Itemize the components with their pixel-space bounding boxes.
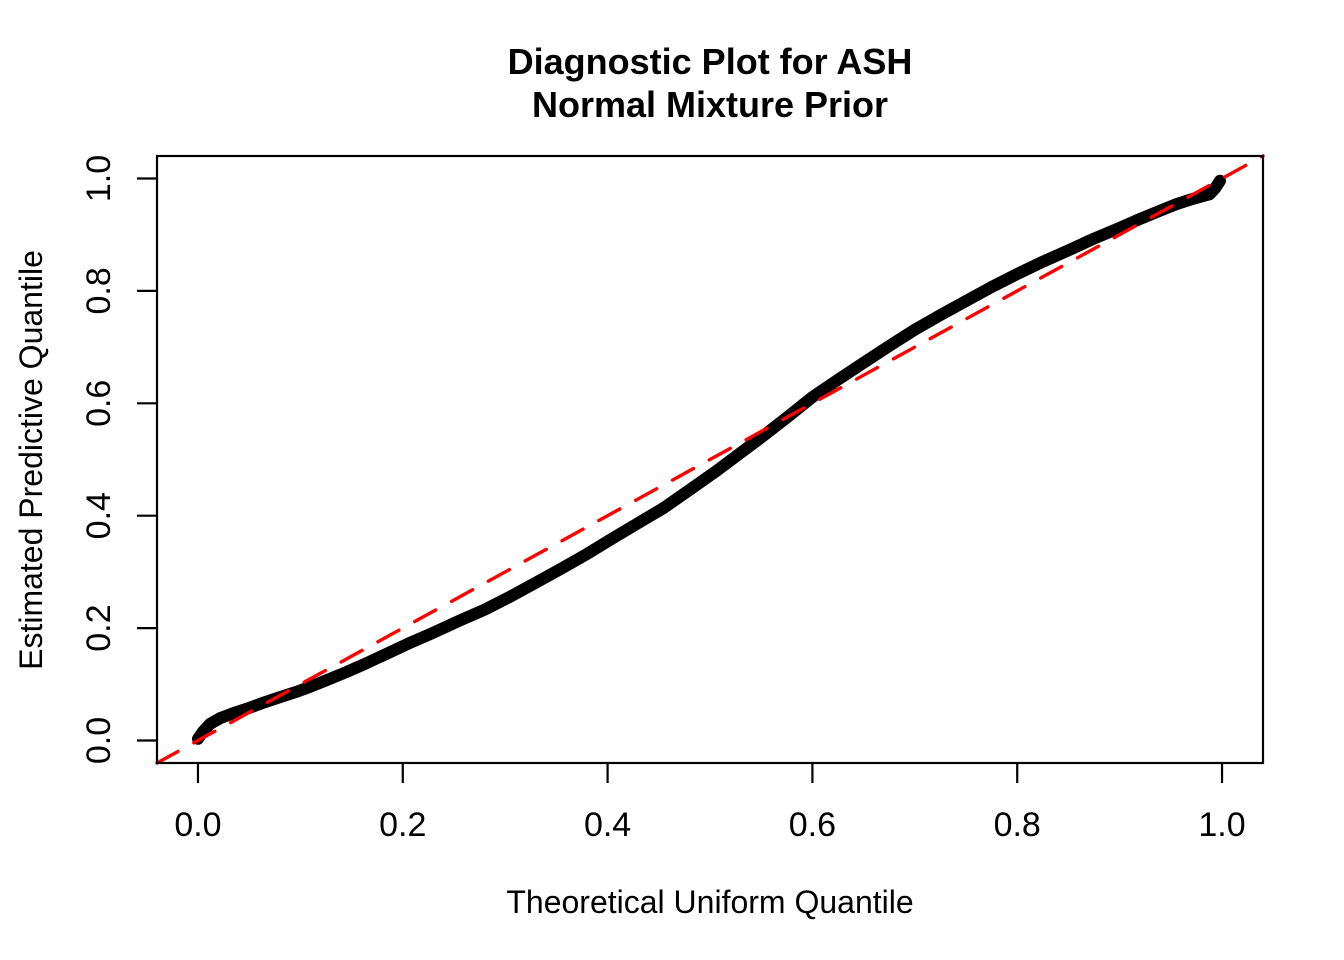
y-axis-tick-label: 1.0: [80, 155, 118, 202]
x-axis-tick-label: 0.6: [789, 806, 836, 844]
y-axis-tick-label: 0.0: [80, 717, 118, 764]
y-axis-tick-label: 0.2: [80, 604, 118, 651]
plot-title-line-2: Normal Mixture Prior: [532, 84, 888, 125]
x-axis-tick-label: 0.0: [174, 806, 221, 844]
plot-series-layer: [155, 154, 1265, 765]
plot-title-line-1: Diagnostic Plot for ASH: [508, 41, 913, 82]
x-axis-tick-label: 0.2: [379, 806, 426, 844]
y-axis-tick-label: 0.8: [80, 267, 118, 314]
y-axis: 0.0 0.2 0.4 0.6 0.8 1.0: [80, 155, 157, 764]
plot-border-box: [155, 154, 1265, 765]
x-axis-label: Theoretical Uniform Quantile: [506, 884, 913, 920]
estimated-predictive-quantiles: [192, 174, 1226, 745]
x-axis-tick-label: 0.8: [994, 806, 1041, 844]
x-axis-tick-label: 1.0: [1198, 806, 1245, 844]
y-axis-label: Estimated Predictive Quantile: [13, 250, 49, 670]
identity-reference-line: [155, 154, 1265, 765]
x-axis: 0.0 0.2 0.4 0.6 0.8 1.0: [174, 763, 1246, 844]
y-axis-tick-label: 0.6: [80, 380, 118, 427]
x-axis-tick-label: 0.4: [584, 806, 631, 844]
y-axis-tick-label: 0.4: [80, 492, 118, 539]
